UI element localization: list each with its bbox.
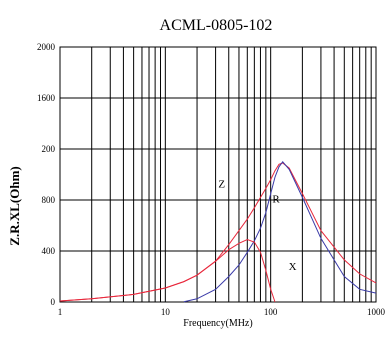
y-tick-label: 2000 (37, 42, 56, 52)
y-axis-ticks: 0 400 800 200 1600 2000 (37, 42, 56, 307)
y-tick-label: 400 (42, 246, 56, 256)
x-tick-label: 1000 (367, 307, 386, 317)
y-tick-label: 0 (51, 297, 56, 307)
series-labels: Z R X (218, 178, 296, 273)
series-line-r (184, 162, 376, 302)
x-tick-label: 10 (161, 307, 171, 317)
y-tick-label: 1600 (37, 93, 56, 103)
grid (60, 47, 376, 302)
chart-title: ACML-0805-102 (160, 17, 273, 34)
x-axis-ticks: 1 10 100 1000 (58, 307, 386, 317)
series-line-x (60, 240, 275, 303)
series-label-z: Z (218, 178, 225, 190)
y-tick-label: 200 (42, 144, 56, 154)
y-tick-label: 800 (42, 195, 56, 205)
x-axis-label: Frequency(MHz) (183, 318, 252, 329)
plot-area (60, 47, 376, 302)
x-tick-label: 100 (264, 307, 278, 317)
series-label-r: R (272, 194, 280, 206)
series-label-x: X (289, 261, 297, 273)
x-tick-label: 1 (58, 307, 63, 317)
y-axis-label: Z.R.XL(Ohm) (7, 166, 22, 245)
